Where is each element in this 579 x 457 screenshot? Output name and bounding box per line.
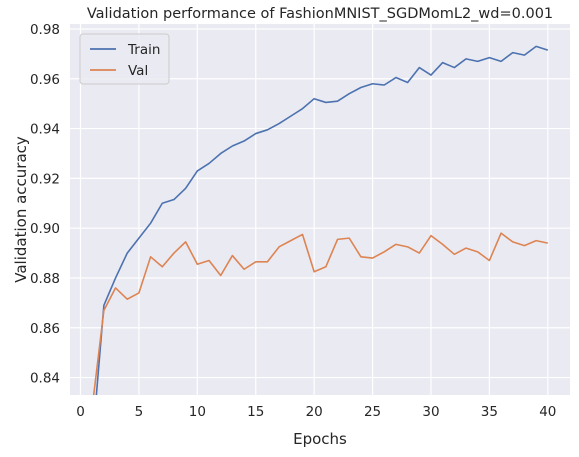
series-line-val: [92, 232, 548, 395]
y-axis-title: Validation accuracy: [12, 136, 30, 283]
x-tick-label: 40: [539, 404, 556, 420]
y-tick-label: 0.92: [30, 171, 60, 187]
legend-label-val: Val: [128, 63, 148, 79]
x-tick-label: 35: [481, 404, 498, 420]
y-tick-label: 0.96: [30, 72, 60, 88]
legend: Train Val: [79, 33, 170, 85]
y-tick-label: 0.88: [30, 271, 60, 287]
x-tick-label: 5: [135, 404, 144, 420]
y-tick-label: 0.98: [30, 22, 60, 38]
y-tick-label: 0.84: [30, 371, 60, 387]
x-tick-label: 10: [189, 404, 206, 420]
series-line-train: [95, 45, 549, 395]
legend-label-train: Train: [127, 42, 160, 58]
chart-title: Validation performance of FashionMNIST_S…: [87, 6, 553, 22]
x-tick-label: 15: [247, 404, 264, 420]
x-tick-label: 0: [76, 404, 85, 420]
x-tick-label: 20: [306, 404, 323, 420]
legend-box: [79, 33, 170, 85]
plot-area: [70, 24, 570, 395]
grid-lines: [70, 24, 570, 395]
y-tick-label: 0.94: [30, 122, 60, 138]
x-tick-label: 30: [422, 404, 439, 420]
tick-labels: 0 5 10 15 20 25 30 35 40 0.84 0.86 0.88 0.90 0.92 0.94…: [30, 22, 556, 420]
x-axis-title: Epochs: [293, 430, 347, 448]
series-lines: [92, 45, 549, 395]
x-tick-label: 25: [364, 404, 381, 420]
y-tick-label: 0.90: [30, 221, 60, 237]
y-tick-label: 0.86: [30, 321, 60, 337]
